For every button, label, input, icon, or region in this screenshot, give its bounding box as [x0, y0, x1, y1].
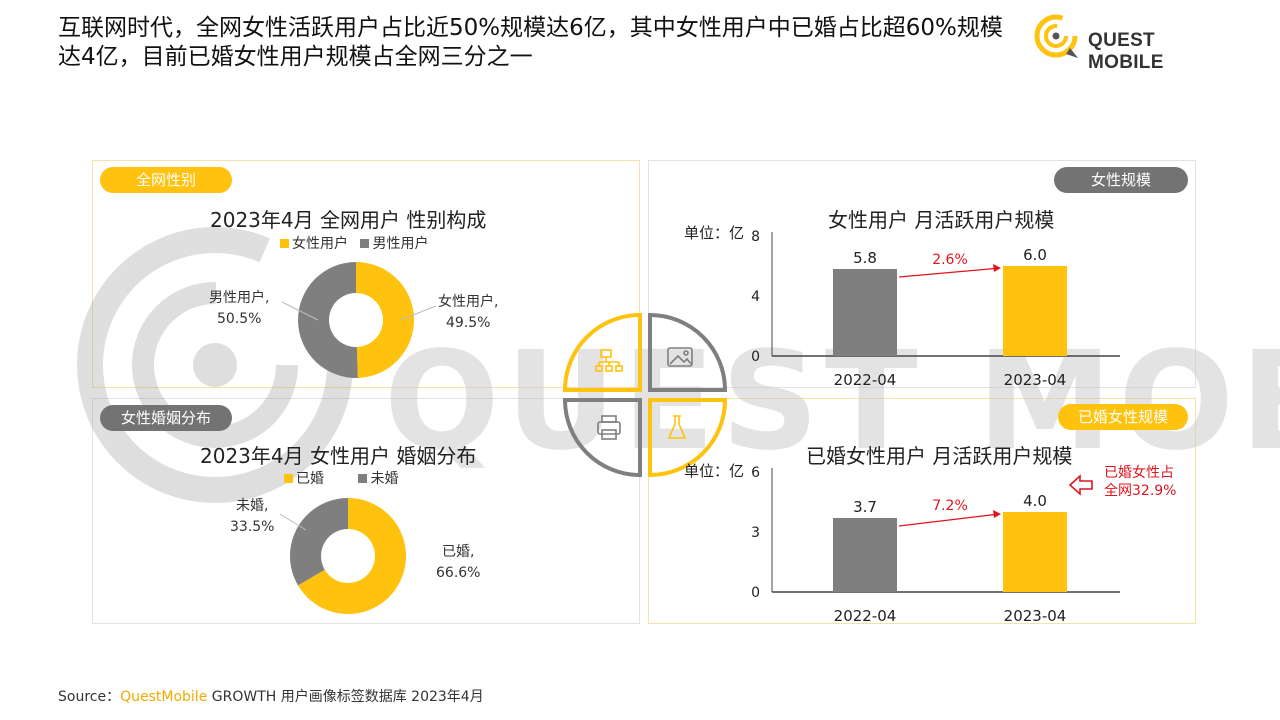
marriage-donut-chart [290, 498, 406, 614]
printer-icon [597, 415, 621, 440]
tag-married-scale: 已婚女性规模 [1058, 404, 1188, 430]
x-tick-label: 2022-04 [834, 371, 897, 389]
marriage-label-unmarried: 未婚, 33.5% [230, 498, 275, 535]
page-title: 互联网时代，全网女性活跃用户占比近50%规模达6亿，其中女性用户中已婚占比超60… [58, 15, 1003, 70]
bar-2023-04 [1003, 512, 1067, 592]
x-tick-label: 2023-04 [1004, 607, 1067, 625]
logo-text: QUEST MOBILE [1088, 30, 1164, 73]
legend-item: 已婚 [284, 471, 324, 487]
source-note: Source：QuestMobile GROWTH 用户画像标签数据库 2023… [58, 689, 484, 705]
tag-female-scale: 女性规模 [1054, 167, 1188, 193]
y-tick-label: 3 [751, 525, 760, 541]
gender-donut-chart [298, 262, 415, 378]
donut-slice-1 [290, 498, 348, 586]
legend-item: 未婚 [358, 471, 398, 487]
panel-married-scale [648, 398, 1196, 624]
y-tick-label: 6 [751, 465, 760, 481]
donut-slice-0 [356, 262, 415, 378]
bar-2023-04 [1003, 266, 1067, 356]
gender-chart-title: 2023年4月 全网用户 性别构成 [210, 208, 487, 232]
bar-2022-04 [833, 269, 897, 356]
logo-mark-icon [1034, 14, 1078, 58]
married-scale-bar-chart: 0 3 6 3.7 2022-04 4.0 2023-04 7.2% [751, 465, 1120, 625]
growth-label: 7.2% [932, 498, 968, 514]
growth-arrow-head [993, 264, 1001, 272]
donut-slice-0 [298, 498, 406, 614]
legend-item: 女性用户 [280, 236, 348, 252]
growth-arrow-line [898, 513, 996, 527]
y-tick-label: 8 [751, 229, 760, 245]
growth-arrow-line [898, 267, 996, 278]
image-icon [667, 347, 693, 367]
hierarchy-icon [595, 349, 623, 372]
gender-label-male: 男性用户, 50.5% [209, 290, 270, 327]
gender-legend: 女性用户 男性用户 [280, 233, 436, 253]
growth-label: 2.6% [932, 252, 968, 268]
married-scale-chart-title: 已婚女性用户 月活跃用户规模 [806, 444, 1073, 468]
tag-marriage: 女性婚姻分布 [100, 405, 232, 431]
tag-gender: 全网性别 [100, 167, 232, 193]
arrow-left-icon [1068, 474, 1093, 496]
marriage-label-married: 已婚, 66.6% [436, 544, 481, 581]
y-tick-label: 4 [751, 289, 760, 305]
center-quadrant-graphic [562, 312, 728, 478]
marriage-legend: 已婚 未婚 [284, 468, 406, 488]
x-tick-label: 2023-04 [1004, 371, 1067, 389]
marriage-chart-title: 2023年4月 女性用户 婚姻分布 [200, 444, 477, 468]
data-label: 4.0 [1023, 492, 1047, 510]
married-scale-unit: 单位：亿 [684, 462, 745, 480]
y-tick-label: 0 [751, 585, 760, 601]
married-share-callout: 已婚女性占 全网32.9% [1104, 465, 1177, 499]
y-tick-label: 0 [751, 349, 760, 365]
flask-icon [667, 415, 687, 439]
female-scale-bar-chart: 0 4 8 5.8 2022-04 6.0 2023-04 2.6% [751, 229, 1120, 389]
female-scale-chart-title: 女性用户 月活跃用户规模 [828, 208, 1055, 232]
bar-2022-04 [833, 518, 897, 592]
data-label: 6.0 [1023, 246, 1047, 264]
panel-gender [92, 160, 640, 388]
female-scale-unit: 单位：亿 [684, 224, 745, 242]
data-label: 3.7 [853, 498, 877, 516]
growth-arrow-head [993, 510, 1001, 518]
brand-logo: QUEST MOBILE [1032, 12, 1232, 73]
data-label: 5.8 [853, 249, 877, 267]
gender-label-female: 女性用户, 49.5% [438, 294, 499, 331]
panel-marriage [92, 398, 640, 624]
donut-slice-1 [298, 262, 358, 378]
legend-item: 男性用户 [360, 236, 428, 252]
x-tick-label: 2022-04 [834, 607, 897, 625]
panel-female-scale [648, 160, 1196, 388]
